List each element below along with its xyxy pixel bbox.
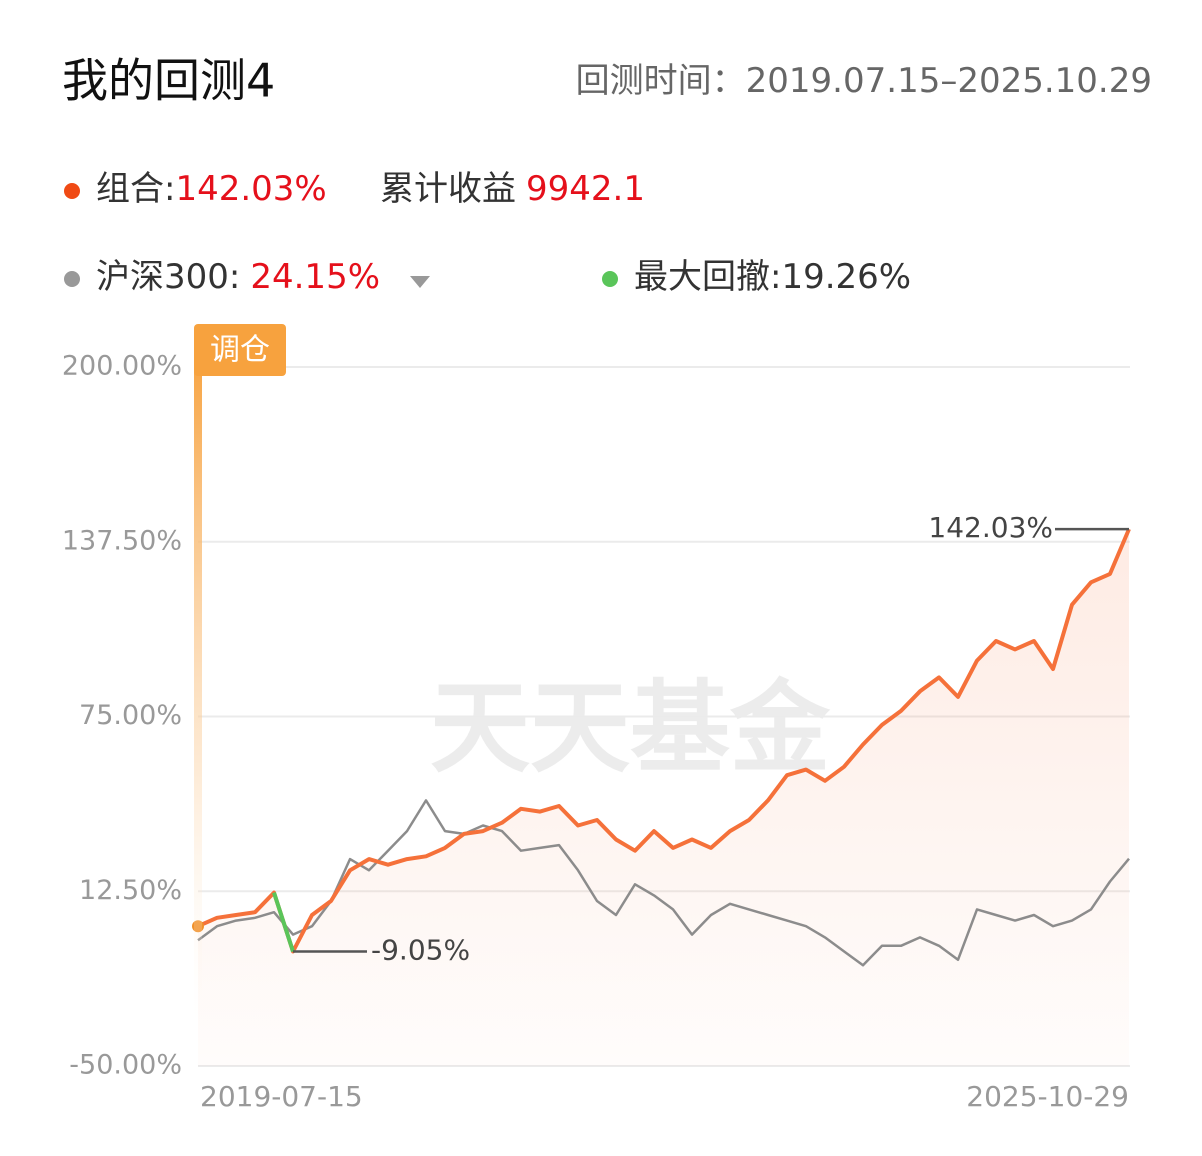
title: 我的回测4 <box>62 54 275 108</box>
legend-dot <box>64 271 80 287</box>
y-tick-label: 200.00% <box>62 351 182 382</box>
period-label: 回测时间： <box>576 61 746 101</box>
y-tick-label: 137.50% <box>62 525 182 556</box>
annotation-label: 142.03% <box>928 511 1053 544</box>
legend-name: 组合: <box>96 169 175 209</box>
legend-item: 沪深300: 24.15% <box>96 257 380 297</box>
legend-item: 组合:142.03% <box>96 169 327 209</box>
area <box>198 529 1129 1066</box>
total-return: 累计收益 9942.1 <box>380 169 645 209</box>
legend-name: 沪深300: <box>96 257 240 297</box>
line <box>197 528 1131 954</box>
line <box>197 799 1130 967</box>
max-drawdown-label: 最大回撤: <box>634 257 781 297</box>
legend-value: 142.03% <box>175 169 326 209</box>
annotation-label: -9.05% <box>371 934 470 967</box>
max-drawdown-value: 19.26% <box>781 257 911 297</box>
rebalance-label: 调仓 <box>210 333 270 368</box>
total-return-label: 累计收益 <box>380 169 516 209</box>
dropdown-arrow[interactable] <box>410 276 430 288</box>
y-tick-label: 75.00% <box>79 700 182 731</box>
legend-dot <box>64 183 80 199</box>
period: 回测时间：2019.07.15–2025.10.29 <box>576 61 1152 101</box>
y-tick-label: -50.00% <box>69 1050 182 1081</box>
watermark: 天天基金 <box>430 669 831 786</box>
x-tick-label: 2025-10-29 <box>966 1080 1129 1113</box>
period-value: 2019.07.15–2025.10.29 <box>746 61 1152 101</box>
rebalance-bar <box>194 350 202 1040</box>
x-tick-label: 2019-07-15 <box>200 1080 363 1113</box>
max-drawdown: 最大回撤:19.26% <box>634 257 911 297</box>
drawdown-line <box>272 892 295 953</box>
y-tick-label: 12.50% <box>79 875 182 906</box>
legend-value: 24.15% <box>250 257 380 297</box>
legend-dot <box>602 271 618 287</box>
total-return-value: 9942.1 <box>526 169 645 209</box>
plot: -50.00% 12.50% 75.00% 137.50% 200.00% 2019-07… <box>62 351 1131 1113</box>
rebalance-tag <box>194 324 286 376</box>
